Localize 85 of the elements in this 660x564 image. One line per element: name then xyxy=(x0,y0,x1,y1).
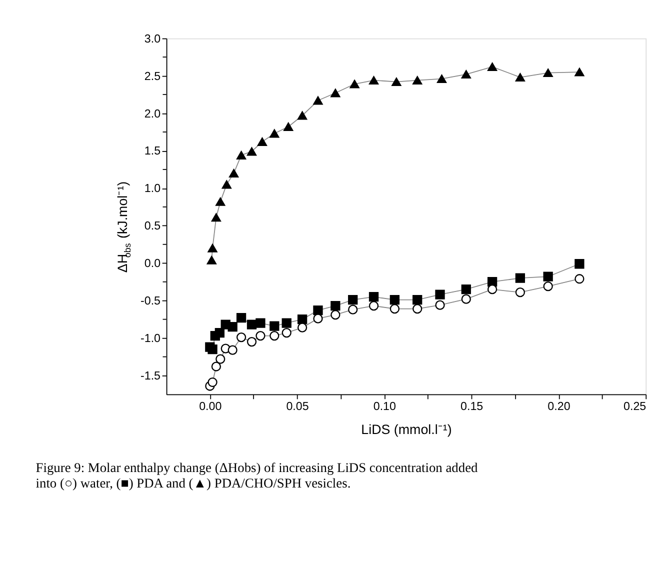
point xyxy=(216,354,226,364)
point xyxy=(282,318,292,328)
point xyxy=(574,259,584,269)
point xyxy=(246,320,257,330)
caption: Figure 9: Molar enthalpy change (ΔHobs) of increasing LiDS concentration added into (○) water, (■) PDA and (▲) PDA/CHO/SPH vesicles. xyxy=(36,460,478,490)
point xyxy=(461,70,471,79)
point xyxy=(435,300,445,310)
point xyxy=(206,256,216,264)
point xyxy=(543,282,553,292)
point xyxy=(236,312,246,323)
point xyxy=(270,330,280,341)
y-tick-label: 2.5 xyxy=(144,70,161,83)
y-tick-label: 0.0 xyxy=(144,257,161,270)
y-tick-label: -0.5 xyxy=(140,294,161,308)
x-tick-label: 0.10 xyxy=(373,400,396,413)
y-tick-label: 3.0 xyxy=(144,32,161,46)
point xyxy=(412,76,422,85)
x-tick-label: 0.00 xyxy=(199,400,222,413)
x-axis-title: LiDS (mmol.l⁻¹) xyxy=(361,422,452,438)
x-tick-label: 0.05 xyxy=(286,400,309,413)
point xyxy=(436,74,447,84)
point xyxy=(330,310,340,320)
point xyxy=(330,301,340,311)
point xyxy=(208,344,218,354)
point xyxy=(574,68,584,76)
point xyxy=(543,272,553,282)
point xyxy=(330,88,340,98)
x-tick-label: 0.25 xyxy=(624,400,646,413)
point xyxy=(390,295,400,305)
point xyxy=(515,73,526,82)
point xyxy=(228,322,238,332)
x-tick-label: 0.20 xyxy=(548,400,570,413)
point xyxy=(282,328,292,338)
point xyxy=(368,76,379,85)
y-tick-label: 1.5 xyxy=(144,144,161,158)
point xyxy=(211,213,222,222)
point xyxy=(236,150,246,160)
point xyxy=(574,274,584,284)
y-tick-label: 0.5 xyxy=(144,220,161,233)
point xyxy=(228,345,238,355)
point xyxy=(487,62,498,72)
point xyxy=(211,362,222,372)
point xyxy=(515,273,526,283)
point xyxy=(368,292,379,302)
point xyxy=(297,111,308,120)
point xyxy=(348,295,358,305)
point xyxy=(246,336,257,347)
point xyxy=(368,301,379,311)
point xyxy=(543,68,553,78)
point xyxy=(208,244,218,252)
y-tick-label: 2.0 xyxy=(144,107,161,120)
point xyxy=(284,122,294,131)
point xyxy=(228,168,239,178)
point xyxy=(461,284,471,294)
point xyxy=(515,288,526,298)
point xyxy=(412,295,422,305)
point xyxy=(313,314,323,324)
point xyxy=(256,318,266,328)
y-tick-label: 1.0 xyxy=(144,182,161,196)
point xyxy=(435,290,445,300)
point xyxy=(214,328,225,338)
point xyxy=(222,180,232,189)
y-axis-title: ΔHobs (kJ.mol⁻¹) xyxy=(114,181,133,273)
point xyxy=(348,304,358,314)
y-tick-label: -1.0 xyxy=(140,332,161,346)
point xyxy=(208,377,218,388)
point xyxy=(236,332,246,342)
point xyxy=(313,96,323,105)
point xyxy=(246,147,257,156)
y-tick-label: -1.5 xyxy=(140,370,161,383)
point xyxy=(257,137,268,146)
point xyxy=(392,78,402,86)
point xyxy=(256,330,266,341)
point xyxy=(216,197,226,206)
point xyxy=(487,284,498,294)
point xyxy=(313,306,323,316)
point xyxy=(270,129,280,138)
point xyxy=(390,304,400,314)
point xyxy=(461,294,471,304)
point xyxy=(412,304,422,314)
point xyxy=(350,80,360,88)
point xyxy=(297,314,308,324)
x-tick-label: 0.15 xyxy=(460,400,484,413)
point xyxy=(270,321,280,331)
point xyxy=(297,322,308,332)
